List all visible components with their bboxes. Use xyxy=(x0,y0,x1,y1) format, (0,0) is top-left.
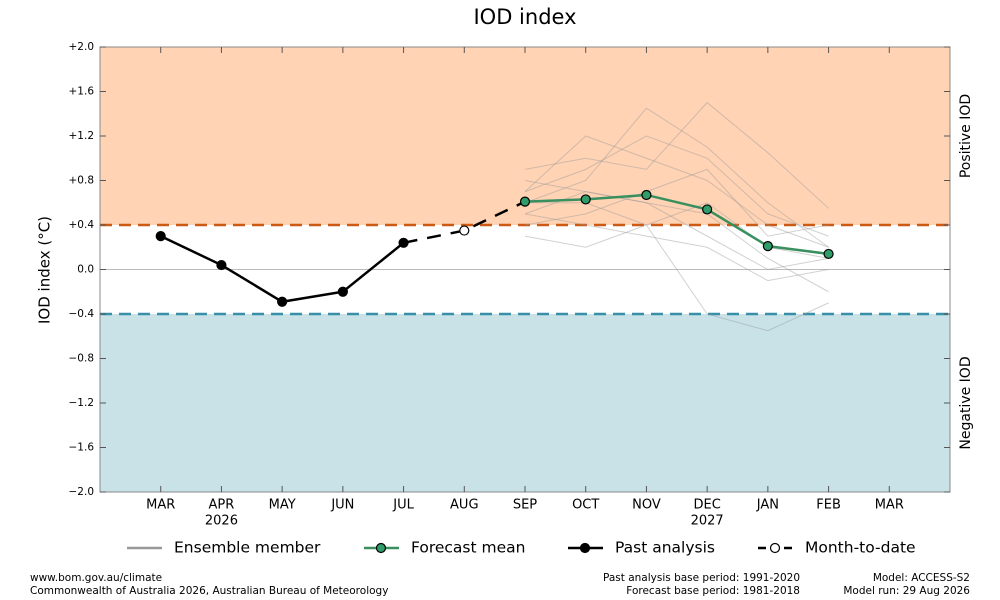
ensemble-line xyxy=(524,180,829,271)
ensemble-line xyxy=(524,202,829,259)
y-tick-label: +1.2 xyxy=(69,130,95,142)
y-tick-label: +2.0 xyxy=(69,41,95,53)
y-tick-label: +0.8 xyxy=(69,175,95,187)
legend-label: Past analysis xyxy=(615,539,715,557)
ensemble-line xyxy=(524,135,829,237)
y-tick-label: +1.6 xyxy=(69,86,95,98)
x-tick-label: MAR xyxy=(146,498,175,513)
data-point xyxy=(641,189,652,201)
footer-text: Model run: 29 Aug 2026 xyxy=(843,585,970,597)
ensemble-line xyxy=(524,168,829,237)
legend-label: Ensemble member xyxy=(174,539,321,557)
data-point xyxy=(398,237,409,248)
x-year-label: 2026 xyxy=(205,514,238,529)
y-tick-label: −1.6 xyxy=(69,442,95,454)
x-tick-label: NOV xyxy=(632,498,661,513)
footer-text: Commonwealth of Australia 2026, Australi… xyxy=(30,585,388,597)
x-tick-label: JUN xyxy=(330,498,354,513)
data-point xyxy=(702,204,713,215)
ensemble-line xyxy=(524,107,829,248)
footer-text: Past analysis base period: 1991-2020 xyxy=(603,572,800,584)
data-point xyxy=(277,296,288,307)
x-tick-label: MAY xyxy=(269,498,296,513)
data-point xyxy=(823,248,834,260)
footer-text: Forecast base period: 1981-2018 xyxy=(626,585,800,597)
y-tick-label: −0.8 xyxy=(69,353,95,365)
data-point xyxy=(762,241,773,252)
x-tick-label: APR xyxy=(209,498,235,513)
data-point xyxy=(519,196,531,207)
data-point xyxy=(155,231,166,242)
data-point xyxy=(459,225,470,236)
x-tick-label: DEC xyxy=(693,498,720,513)
legend-marker xyxy=(769,542,781,554)
x-tick-label: AUG xyxy=(450,498,478,513)
ensemble-line xyxy=(524,135,829,248)
x-tick-label: OCT xyxy=(572,498,599,513)
x-tick-label: MAR xyxy=(875,498,904,513)
ensemble-line xyxy=(524,213,829,282)
threshold-region xyxy=(100,314,950,492)
x-tick-label: SEP xyxy=(513,498,537,513)
data-point xyxy=(216,259,227,271)
y-tick-label: −0.4 xyxy=(69,308,95,320)
footer-text: Model: ACCESS-S2 xyxy=(873,572,970,584)
legend-label: Month-to-date xyxy=(805,539,916,557)
y-tick-label: −1.2 xyxy=(69,397,95,409)
y-tick-label: +0.4 xyxy=(69,219,95,231)
footer-text: www.bom.gov.au/climate xyxy=(30,572,162,584)
legend-marker xyxy=(375,542,387,554)
x-tick-label: FEB xyxy=(816,498,841,513)
data-point xyxy=(337,286,348,297)
x-tick-label: JUL xyxy=(392,498,414,513)
x-tick-label: JAN xyxy=(756,498,779,513)
ensemble-line xyxy=(524,101,829,209)
y-tick-label: 0.0 xyxy=(77,264,94,276)
threshold-region xyxy=(100,47,950,225)
legend-label: Forecast mean xyxy=(411,539,525,557)
y-axis-label: IOD index (°C) xyxy=(36,216,54,324)
chart-title: IOD index xyxy=(473,5,576,29)
threshold-label: Positive IOD xyxy=(958,94,974,178)
threshold-label: Negative IOD xyxy=(958,356,974,449)
legend-marker xyxy=(579,542,591,554)
series-line xyxy=(160,234,405,304)
series-line xyxy=(524,193,829,256)
ensemble-line xyxy=(525,202,829,332)
ensemble-line xyxy=(524,191,829,293)
y-tick-label: −2.0 xyxy=(69,486,95,498)
data-point xyxy=(580,194,591,205)
x-year-label: 2027 xyxy=(691,514,724,529)
